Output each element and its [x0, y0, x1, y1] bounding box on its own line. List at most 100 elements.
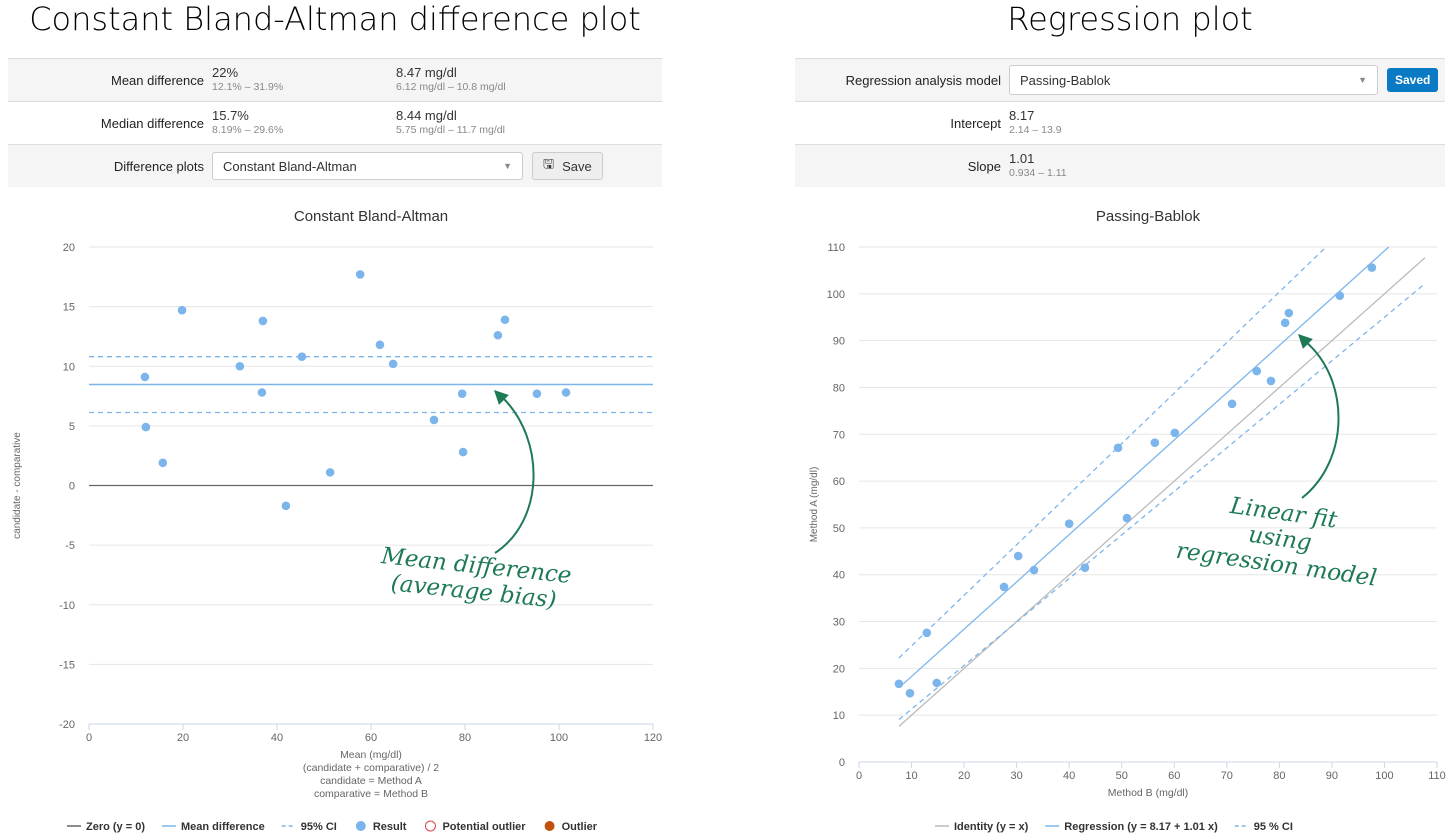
- regression-stats-table: Regression analysis model Passing-Bablok…: [795, 58, 1445, 187]
- y-tick-label: 100: [827, 289, 845, 301]
- result-point: [1150, 438, 1160, 448]
- y-tick-label: 80: [833, 382, 845, 394]
- x-axis-label: candidate = Method A: [320, 775, 422, 787]
- y-tick-label: 110: [827, 242, 845, 254]
- median-diff-abs: 8.44 mg/dl: [396, 108, 457, 123]
- x-tick-label: 60: [1168, 770, 1180, 782]
- mean-difference-row: Mean difference 22% 12.1% – 31.9% 8.47 mg…: [8, 58, 662, 101]
- result-point: [1280, 318, 1290, 328]
- x-tick-label: 80: [1273, 770, 1285, 782]
- mean-diff-pct: 22%: [212, 65, 239, 80]
- identity-line: [898, 257, 1426, 727]
- result-point: [532, 389, 542, 398]
- y-tick-label: 40: [833, 570, 845, 582]
- y-tick-label: 0: [839, 757, 845, 769]
- chart-title: Passing-Bablok: [1096, 208, 1201, 225]
- regression-line: [898, 246, 1390, 689]
- median-diff-pct-ci: 8.19% – 29.6%: [212, 124, 284, 136]
- result-point: [325, 468, 335, 477]
- y-tick-label: -20: [59, 719, 75, 731]
- row-label: Slope: [967, 158, 1001, 174]
- x-tick-label: 20: [177, 732, 189, 744]
- result-point: [894, 679, 904, 689]
- result-point: [1064, 519, 1074, 528]
- x-tick-label: 50: [1116, 770, 1128, 782]
- result-point: [932, 678, 942, 688]
- result-legend-icon: [355, 821, 366, 831]
- x-tick-label: 40: [271, 732, 283, 744]
- intercept-value: 8.17: [1009, 108, 1035, 123]
- y-axis-label: Method A (mg/dl): [809, 467, 820, 543]
- legend-item[interactable]: Result: [373, 821, 407, 833]
- y-tick-label: 5: [69, 421, 75, 433]
- x-tick-label: 40: [1063, 770, 1075, 782]
- y-tick-label: 50: [833, 523, 845, 535]
- result-point: [561, 388, 571, 397]
- caret-down-icon: ▼: [1358, 75, 1367, 85]
- outlier-legend-icon: [544, 821, 555, 831]
- result-point: [141, 422, 151, 432]
- save-button[interactable]: 🖫 Save: [532, 152, 603, 180]
- row-label: Intercept: [950, 115, 1001, 131]
- result-point: [297, 352, 307, 362]
- model-label: Regression analysis model: [845, 72, 1001, 88]
- y-tick-label: 15: [63, 302, 75, 314]
- legend-item[interactable]: 95% CI: [301, 821, 337, 833]
- caret-down-icon: ▼: [503, 161, 512, 171]
- ci-upper-line: [898, 246, 1327, 659]
- x-tick-label: 100: [550, 732, 568, 744]
- result-point: [258, 316, 268, 326]
- legend-item[interactable]: Potential outlier: [442, 821, 526, 833]
- y-tick-label: -5: [65, 540, 75, 552]
- result-point: [355, 270, 365, 279]
- legend-item[interactable]: Identity (y = x): [954, 821, 1029, 833]
- y-tick-label: 30: [833, 617, 845, 629]
- slope-ci: 0.934 – 1.11: [1009, 167, 1067, 179]
- legend-item[interactable]: 95 % CI: [1254, 821, 1293, 833]
- result-point: [1284, 308, 1294, 318]
- difference-plots-row: Difference plots Constant Bland-Altman ▼ …: [8, 144, 662, 187]
- result-point: [140, 372, 150, 382]
- result-point: [1122, 513, 1132, 523]
- result-point: [493, 330, 503, 340]
- legend-item[interactable]: Regression (y = 8.17 + 1.01 x): [1064, 821, 1218, 833]
- legend-item[interactable]: Outlier: [562, 821, 598, 833]
- regression-model-row: Regression analysis model Passing-Bablok…: [795, 58, 1445, 101]
- median-diff-pct: 15.7%: [212, 108, 249, 123]
- y-tick-label: 20: [63, 242, 75, 254]
- ci-lower-line: [898, 283, 1426, 721]
- linear-fit-arrow: [1301, 341, 1340, 499]
- row-label: Mean difference: [111, 72, 204, 88]
- regression-model-select[interactable]: Passing-Bablok ▼: [1009, 65, 1378, 95]
- mean-diff-abs: 8.47 mg/dl: [396, 65, 457, 80]
- result-point: [375, 340, 385, 350]
- difference-plot-select[interactable]: Constant Bland-Altman ▼: [212, 152, 523, 180]
- x-tick-label: 30: [1011, 770, 1023, 782]
- x-tick-label: 80: [459, 732, 471, 744]
- chart-title: Constant Bland-Altman: [294, 208, 448, 225]
- potential-outlier-legend-icon: [424, 820, 436, 832]
- x-axis-label: (candidate + comparative) / 2: [303, 762, 439, 774]
- x-axis-label: comparative = Method B: [314, 788, 428, 800]
- x-tick-label: 120: [644, 732, 662, 744]
- result-point: [177, 305, 187, 315]
- legend-item[interactable]: Zero (y = 0): [86, 821, 145, 833]
- left-panel-title: Constant Bland-Altman difference plot: [29, 0, 641, 38]
- result-point: [905, 688, 915, 698]
- right-panel-title: Regression plot: [1007, 0, 1253, 38]
- result-point: [429, 415, 439, 425]
- result-point: [457, 389, 467, 398]
- result-point: [235, 361, 245, 371]
- y-tick-label: -10: [59, 600, 75, 612]
- median-difference-row: Median difference 15.7% 8.19% – 29.6% 8.4…: [8, 101, 662, 144]
- intercept-ci: 2.14 – 13.9: [1009, 124, 1062, 136]
- slope-value: 1.01: [1009, 151, 1035, 166]
- result-point: [388, 359, 398, 369]
- result-point: [1266, 376, 1276, 386]
- y-tick-label: 20: [833, 663, 845, 675]
- y-tick-label: 90: [833, 336, 845, 348]
- difference-plots-label: Difference plots: [113, 158, 204, 174]
- saved-button[interactable]: Saved: [1387, 68, 1439, 92]
- legend-item[interactable]: Mean difference: [181, 821, 265, 833]
